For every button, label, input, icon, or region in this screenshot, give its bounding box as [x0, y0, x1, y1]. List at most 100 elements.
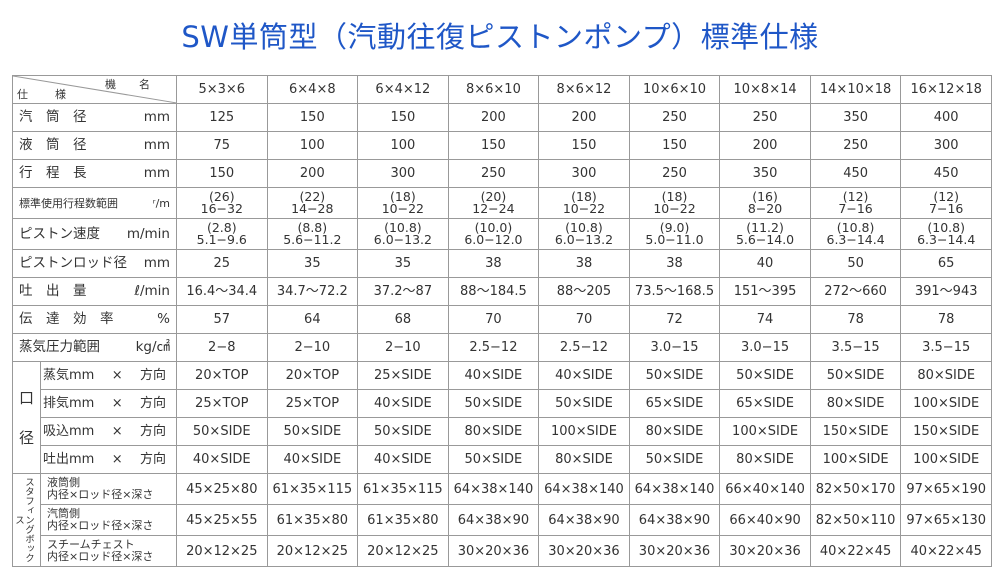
spec-cell: 40×SIDE: [447, 361, 540, 390]
spec-cell: 250: [447, 159, 540, 188]
spec-cell: 20×12×25: [357, 535, 449, 567]
spec-cell: 64×38×140: [628, 473, 721, 505]
port-label: 蒸気mm: [43, 368, 95, 383]
value-top: (10.8): [836, 220, 875, 235]
spec-cell: 50×SIDE: [628, 361, 721, 390]
row-label-cell-wrap: 液 筒 径 mm: [19, 137, 176, 153]
spec-cell: 125: [176, 103, 268, 132]
port-label: 排気mm: [43, 396, 95, 411]
spec-cell: 38: [628, 249, 721, 278]
spec-cell: 25×TOP: [266, 389, 359, 418]
spec-cell: (10.8) 6.0−13.2: [357, 218, 449, 250]
spec-table: 機 名仕 様 5×3×6 6×4×8 6×4×12 8×6×10 8×6×12 10×6×1…: [12, 75, 992, 567]
value-bottom: 6.3−14.4: [826, 232, 885, 247]
port-label: 吸込mm: [43, 424, 95, 439]
value-bottom: 7−16: [929, 201, 964, 216]
value-top: (10.8): [927, 220, 965, 235]
spec-cell: 78: [809, 305, 902, 334]
row-label-cell-wrap: 吐 出 量 ℓ/min: [19, 283, 176, 299]
spec-cell: 40×SIDE: [357, 445, 449, 474]
spec-cell: 100: [357, 131, 449, 160]
spec-row: ピストンロッド径 mm 25 35 35 38 38 38 40 50 65: [12, 249, 992, 278]
spec-cell: 45×25×55: [176, 504, 268, 536]
spec-cell: 350: [809, 103, 902, 132]
spec-cell: 2.5−12: [538, 333, 630, 362]
port-label-cell: 吸込mm × 方向: [40, 417, 177, 446]
spec-cell: 200: [266, 159, 359, 188]
row-label-cell: ピストン速度 m/min: [12, 218, 177, 250]
port-x: ×: [111, 368, 123, 383]
value-top: (16): [752, 189, 778, 204]
port-dir: 方向: [139, 368, 166, 383]
spec-cell: 100: [266, 131, 359, 160]
value-bottom: 5.0−11.0: [645, 232, 704, 247]
spec-cell: 57: [176, 305, 268, 334]
value-top: (22): [299, 189, 326, 204]
gland-label-2: 内径×ロッド径×深さ: [47, 519, 154, 532]
spec-cell: (2.8) 5.1−9.6: [176, 218, 268, 250]
value-bottom: 12−24: [472, 201, 515, 216]
port-label-cell: 排気mm × 方向: [40, 389, 177, 418]
row-unit: m/min: [126, 225, 170, 242]
spec-cell: 45×25×80: [176, 473, 268, 505]
value-top: (26): [208, 189, 235, 204]
gland-row: 汽筒側 内径×ロッド径×深さ 45×25×55 61×35×80 61×35×80 64×…: [13, 504, 992, 536]
value-bottom: 14−28: [291, 201, 334, 216]
gland-group-text: スタフィングボックス: [13, 477, 35, 563]
row-label-cell: 液 筒 径 mm: [12, 131, 177, 160]
gland-label-1: 液筒側: [47, 476, 80, 489]
row-label-cell-wrap: 蒸気圧力範囲 kg/㎠: [19, 340, 176, 354]
spec-cell: 40×22×45: [900, 535, 992, 567]
spec-cell: (20) 12−24: [447, 187, 540, 219]
spec-cell: 40×SIDE: [176, 445, 268, 474]
row-unit: %: [157, 311, 170, 327]
model-header: 8×6×12: [538, 75, 630, 104]
spec-cell: 100×SIDE: [719, 417, 811, 446]
row-unit: mm: [143, 137, 170, 153]
model-header: 14×10×18: [809, 75, 902, 104]
spec-cell: 100×SIDE: [900, 445, 992, 474]
spec-cell: 38: [447, 249, 540, 278]
spec-cell: 25×SIDE: [357, 361, 449, 390]
spec-cell: 450: [900, 159, 992, 188]
value-bottom: 10−22: [562, 201, 606, 216]
gland-group-label: スタフィングボックス: [12, 473, 41, 567]
spec-cell: 250: [719, 103, 811, 132]
spec-cell: 34.7〜72.2: [266, 277, 359, 306]
value-bottom: 7−16: [838, 201, 873, 216]
spec-cell: 64×38×90: [447, 504, 540, 536]
value-top: (10.0): [474, 220, 513, 235]
port-dir: 方向: [139, 396, 166, 411]
spec-cell: 250: [628, 159, 721, 188]
row-label: 吐 出 量: [19, 283, 87, 299]
spec-cell: 88〜184.5: [447, 277, 540, 306]
value-bottom: 6.0−13.2: [554, 232, 614, 247]
model-header: 10×6×10: [628, 75, 721, 104]
spec-cell: (11.2) 5.6−14.0: [719, 218, 811, 250]
value-top: (8.8): [297, 220, 328, 235]
value-top: (12): [842, 189, 869, 204]
spec-cell: 2.5−12: [447, 333, 540, 362]
model-header: 6×4×12: [357, 75, 449, 104]
page-title: SW単筒型（汽動往復ピストンポンプ）標準仕様: [181, 20, 819, 54]
spec-cell: 40×SIDE: [357, 389, 449, 418]
row-unit: mm: [143, 165, 170, 181]
spec-cell: 300: [900, 131, 992, 160]
spec-cell: 100×SIDE: [538, 417, 630, 446]
port-label-cell: 蒸気mm × 方向: [40, 361, 177, 390]
spec-cell: 30×20×36: [447, 535, 540, 567]
spec-cell: 64×38×90: [538, 504, 630, 536]
port-x: ×: [111, 452, 123, 467]
spec-cell: 272〜660: [809, 277, 902, 306]
port-label-cell: 吐出mm × 方向: [40, 445, 177, 474]
gland-label-cell: 液筒側 内径×ロッド径×深さ: [40, 473, 177, 505]
spec-row: ピストン速度 m/min (2.8) 5.1−9.6 (8.8) 5.6−11.2 (10.…: [12, 218, 992, 250]
row-label: 液 筒 径: [19, 137, 87, 153]
spec-cell: 250: [628, 103, 721, 132]
port-row: 吐出mm × 方向 40×SIDE 40×SIDE 40×SIDE 50×SIDE 80×SI…: [13, 445, 992, 474]
spec-cell: 151〜395: [719, 277, 811, 306]
spec-cell: (12) 7−16: [900, 187, 992, 219]
port-row: 吸込mm × 方向 50×SIDE 50×SIDE 50×SIDE 80×SIDE 100×S…: [13, 417, 992, 446]
row-label-cell-wrap: ピストン速度 m/min: [19, 225, 176, 242]
value-top: (10.8): [565, 220, 603, 235]
